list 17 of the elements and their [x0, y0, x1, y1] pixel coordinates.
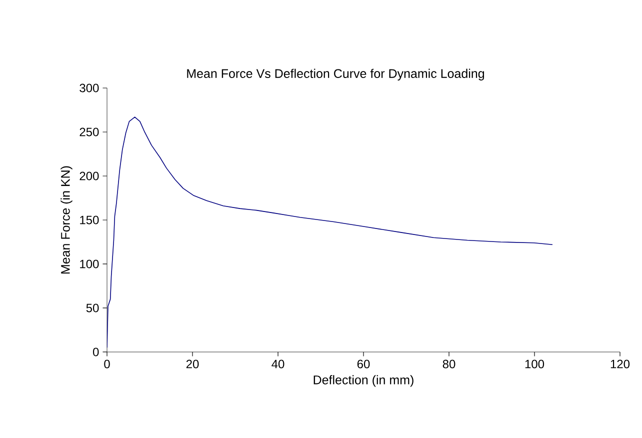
y-tick-label: 250 [80, 128, 99, 136]
y-tick-label: 150 [80, 216, 99, 224]
y-tick-label: 100 [80, 260, 99, 268]
x-tick-label: 20 [186, 360, 199, 368]
y-tick-label: 0 [93, 348, 99, 356]
x-tick-label: 120 [610, 360, 630, 368]
y-tick-label: 300 [80, 84, 99, 92]
x-tick-label: 80 [442, 360, 456, 368]
y-tick-label: 200 [80, 172, 99, 180]
x-tick-label: 40 [272, 360, 284, 368]
x-axis-title: Deflection (in mm) [314, 375, 414, 387]
y-tick-label: 50 [86, 304, 99, 312]
chart-title: Mean Force Vs Deflection Curve for Dynamic Loading [187, 68, 484, 80]
x-tick-label: 0 [104, 360, 110, 368]
x-tick-label: 60 [357, 360, 370, 368]
y-axis-title: Mean Force (in KN) [60, 166, 72, 274]
x-tick-label: 100 [525, 360, 544, 368]
